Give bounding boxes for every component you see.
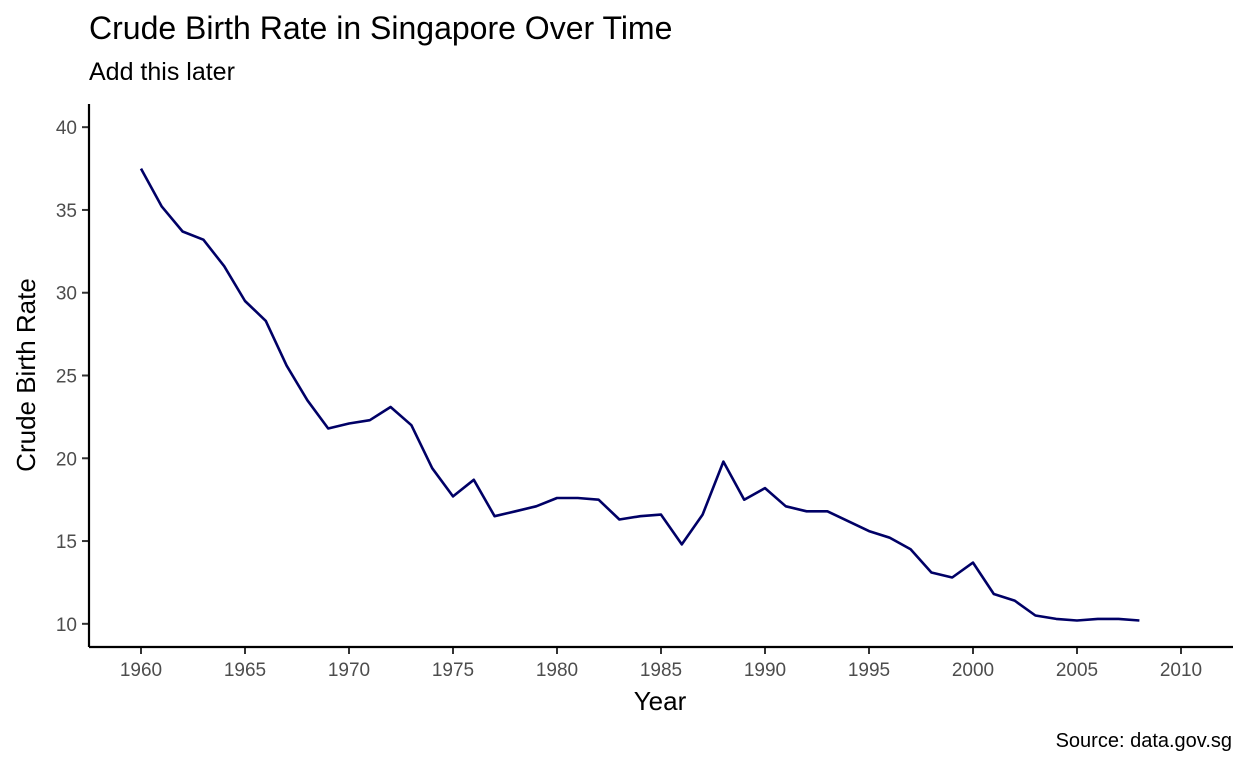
x-axis-ticks: 1960 1965 1970 1975 1980 1985 1990 1995 2000 2005… — [120, 647, 1202, 681]
y-tick-label: 15 — [56, 532, 77, 553]
y-axis-title: Crude Birth Rate — [11, 278, 41, 472]
x-tick-label: 1990 — [744, 660, 786, 681]
x-tick-label: 1995 — [848, 660, 890, 681]
y-tick-label: 30 — [56, 284, 77, 305]
x-tick-label: 1985 — [640, 660, 682, 681]
x-tick-label: 1975 — [432, 660, 474, 681]
series-line — [139, 167, 1140, 622]
x-tick-label: 1965 — [224, 660, 266, 681]
y-tick-label: 25 — [56, 367, 77, 388]
y-tick-label: 10 — [56, 615, 77, 636]
y-tick-label: 40 — [56, 118, 77, 139]
y-tick-label: 20 — [56, 449, 77, 470]
x-tick-label: 2000 — [952, 660, 994, 681]
y-tick-label: 35 — [56, 201, 77, 222]
x-tick-label: 1960 — [120, 660, 162, 681]
y-axis-ticks: 10 15 20 25 30 35 40 — [56, 118, 89, 636]
chart-caption: Source: data.gov.sg — [1055, 730, 1232, 752]
x-tick-label: 1980 — [536, 660, 578, 681]
chart-subtitle: Add this later — [89, 58, 235, 86]
x-tick-label: 2005 — [1056, 660, 1098, 681]
x-axis-title: Year — [634, 686, 687, 716]
x-tick-label: 1970 — [328, 660, 370, 681]
chart-title: Crude Birth Rate in Singapore Over Time — [89, 10, 673, 46]
x-tick-label: 2010 — [1160, 660, 1202, 681]
